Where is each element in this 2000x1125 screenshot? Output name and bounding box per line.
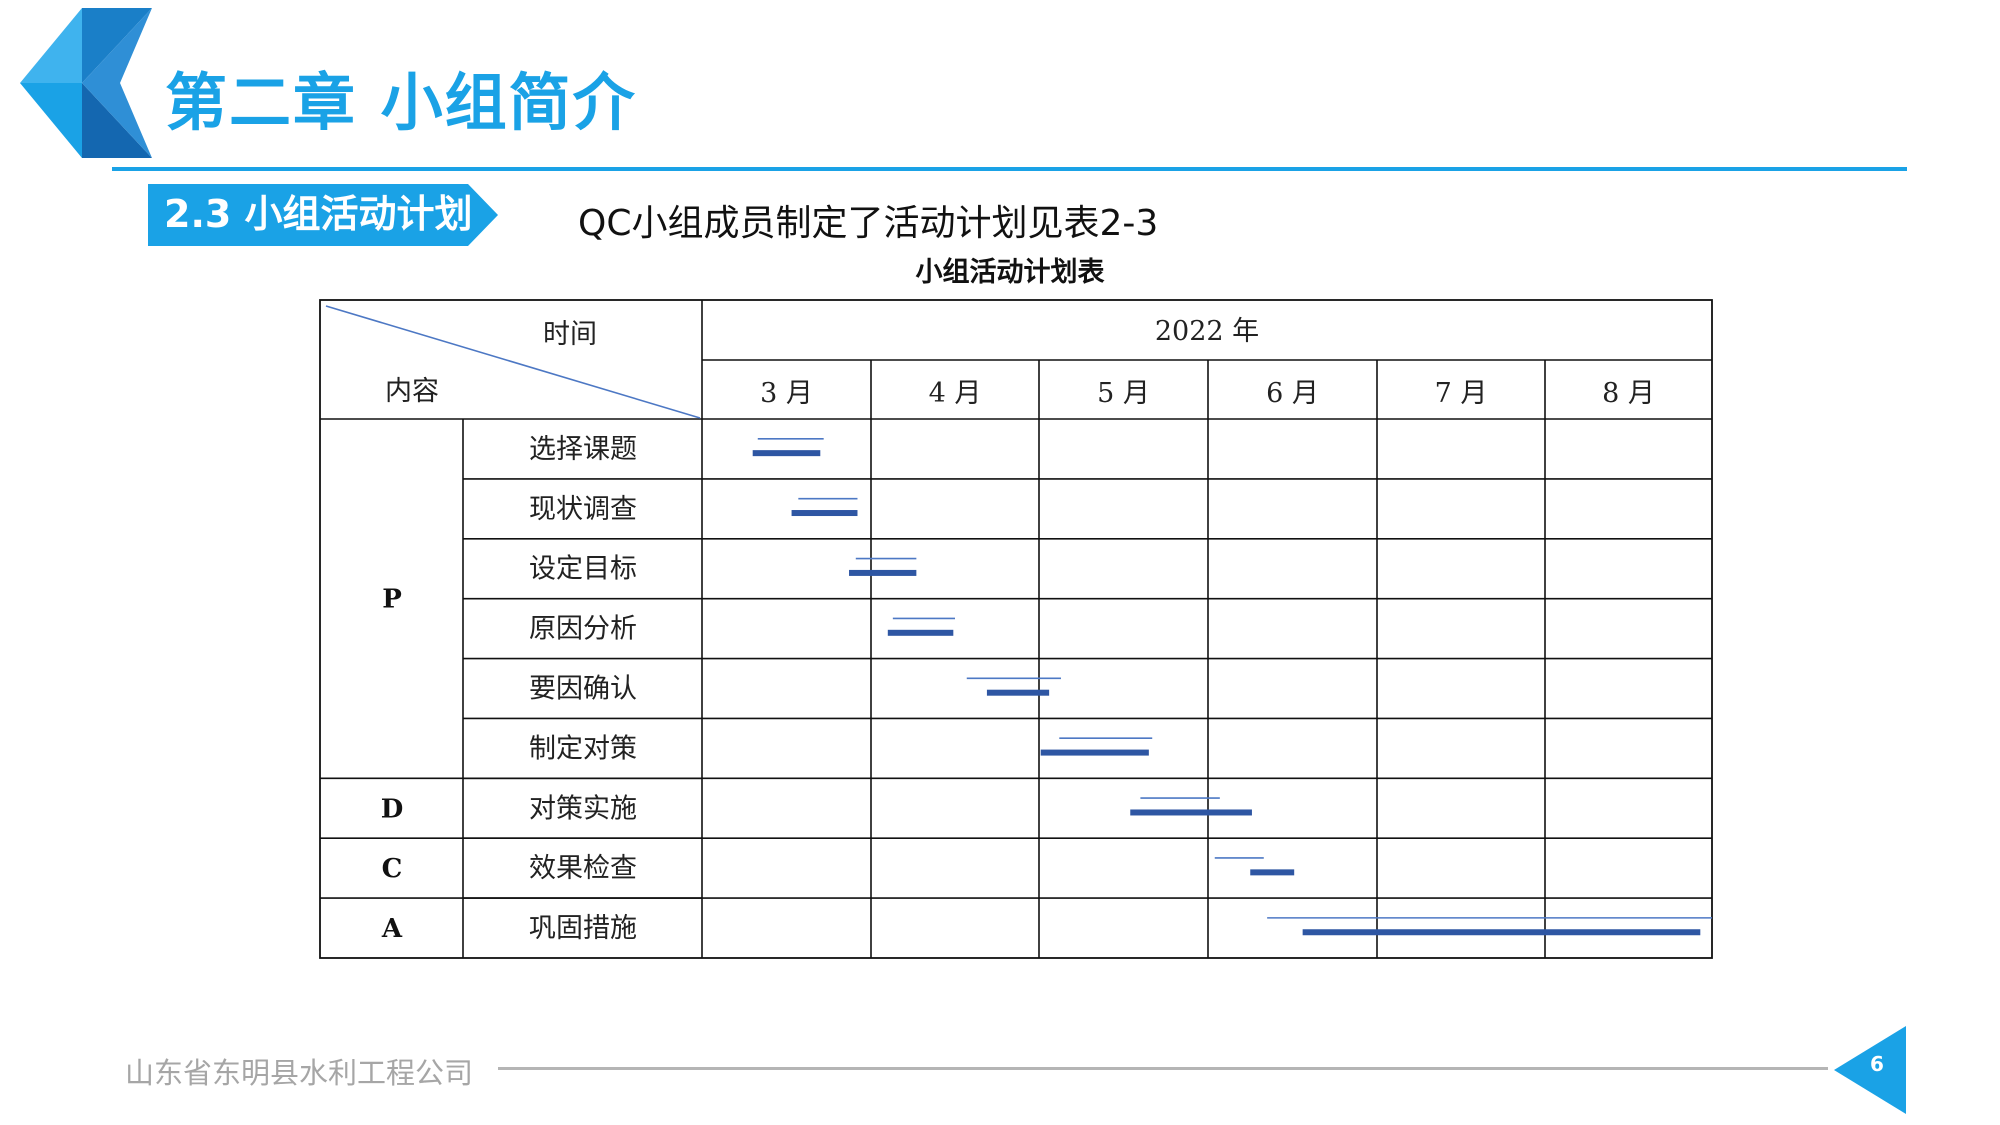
month-label: 3 月 (760, 378, 813, 409)
table-frame (319, 299, 1713, 959)
task-name: 效果检查 (529, 853, 637, 884)
month-label: 5 月 (1097, 378, 1150, 409)
phase-label: D (381, 794, 404, 824)
task-name: 选择课题 (529, 434, 637, 465)
actual-bar (986, 689, 1050, 696)
chapter-logo (20, 8, 152, 158)
title-divider (112, 167, 1907, 171)
month-label: 4 月 (929, 378, 982, 409)
phase-label: C (382, 854, 403, 884)
month-label: 6 月 (1266, 378, 1319, 409)
page-title: 第二章 小组简介 (165, 66, 637, 139)
page-number: 6 (1870, 1052, 1884, 1076)
month-label: 7 月 (1435, 378, 1488, 409)
footer-divider (498, 1067, 1828, 1070)
task-name: 对策实施 (529, 793, 637, 824)
actual-bar (1130, 809, 1252, 816)
phase-label: A (381, 914, 403, 944)
actual-bar (752, 450, 821, 457)
actual-bar (791, 510, 858, 517)
header-content: 内容 (385, 376, 439, 407)
section-tag (148, 184, 498, 246)
year-label: 2022 年 (1155, 316, 1259, 347)
actual-bar (1302, 929, 1701, 936)
footer-company: 山东省东明县水利工程公司 (125, 1056, 474, 1090)
phase-label: P (382, 585, 402, 615)
actual-bar (1040, 749, 1149, 756)
actual-bar (849, 569, 917, 576)
month-label: 8 月 (1602, 378, 1655, 409)
actual-bar (887, 629, 954, 636)
table-caption: 小组活动计划表 (915, 257, 1105, 288)
task-name: 制定对策 (529, 733, 637, 764)
header-time: 时间 (543, 319, 597, 350)
section-label: 2.3 小组活动计划 (164, 192, 473, 236)
actual-bar (1250, 869, 1295, 876)
subtitle: QC小组成员制定了活动计划见表2-3 (578, 203, 1159, 244)
task-name: 原因分析 (529, 614, 637, 645)
task-name: 要因确认 (529, 674, 637, 705)
page-number-badge (1834, 1026, 1906, 1114)
task-name: 巩固措施 (529, 913, 637, 944)
task-name: 现状调查 (529, 494, 637, 525)
task-name: 设定目标 (529, 554, 637, 585)
header-diagonal (325, 305, 701, 419)
